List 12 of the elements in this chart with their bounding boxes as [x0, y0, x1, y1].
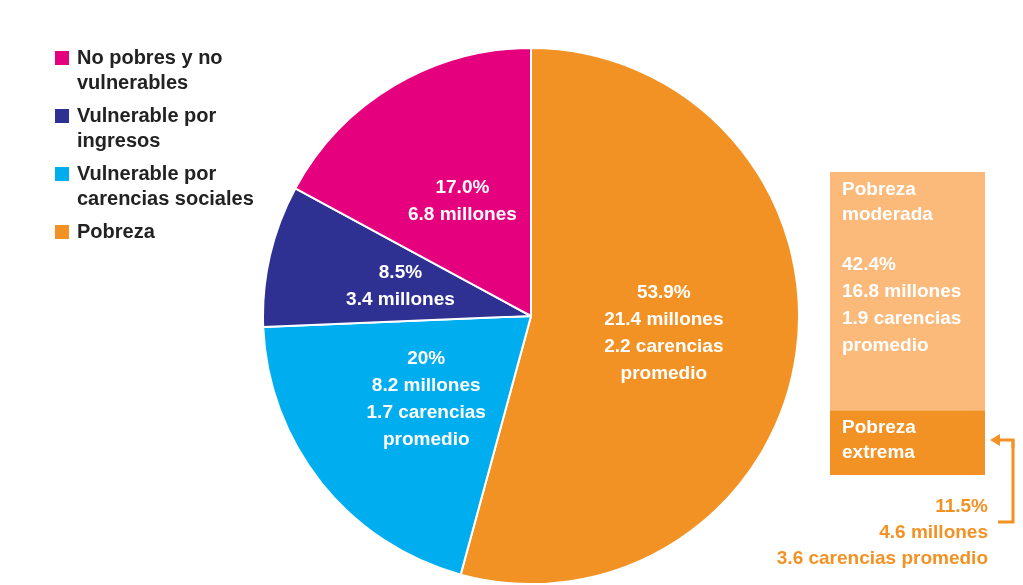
data-label: 20% 8.2 millones 1.7 carencias promedio: [366, 347, 486, 450]
series-label: Pobreza extrema: [842, 416, 917, 463]
data-label: 53.9% 21.4 millones 2.2 carencias promedio: [604, 281, 724, 384]
data-label: 17.0% 6.8 millones: [408, 175, 517, 224]
data-label: 8.5% 3.4 millones: [346, 260, 455, 309]
legend-label: Vulnerable por carencias sociales: [77, 161, 255, 211]
legend-label: No pobres y no vulnerables: [77, 45, 224, 95]
data-label: 11.5% 4.6 millones 3.6 carencias promedio: [776, 494, 989, 568]
legend-label: Pobreza: [77, 219, 155, 244]
data-label: 42.4% 16.8 millones 1.9 carencias promedio: [842, 252, 962, 355]
series-label: Pobreza moderada: [842, 177, 934, 224]
legend-label: Vulnerable por ingresos: [77, 103, 218, 153]
